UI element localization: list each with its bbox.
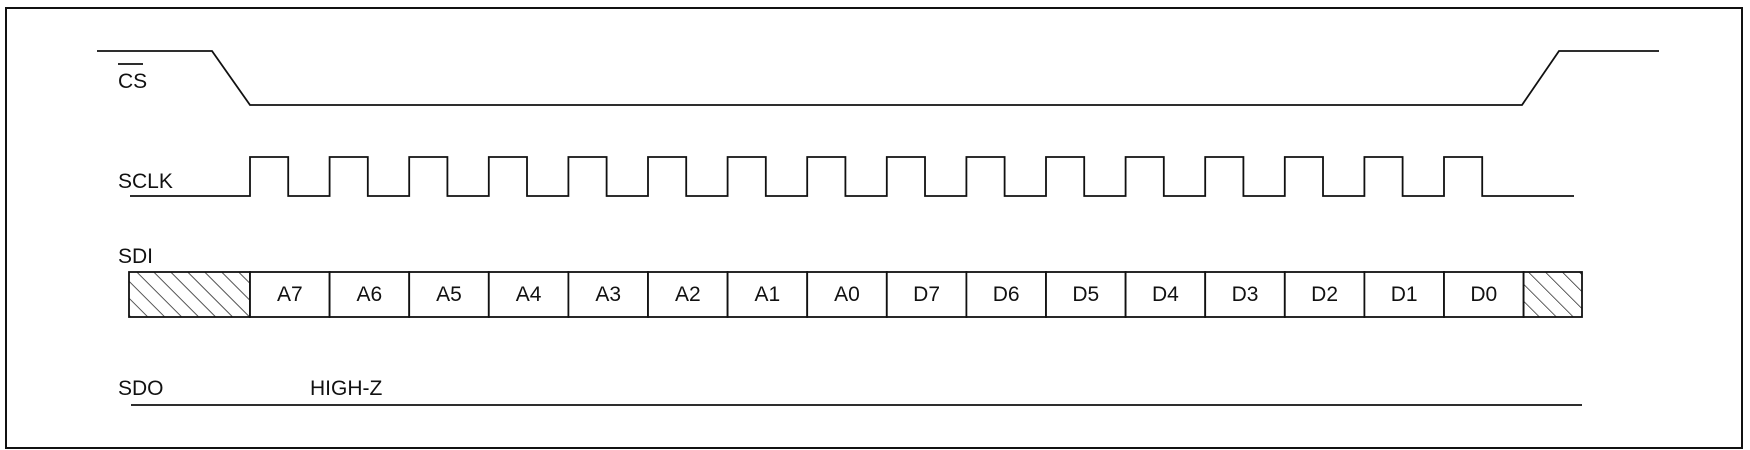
sdi-leading-hatch (128, 271, 251, 318)
sdi-bit-label-d1: D1 (1391, 283, 1418, 306)
sdi-bit-cell-d3 (1204, 271, 1286, 318)
sdi-bit-cell-d7 (885, 271, 968, 318)
sdi-bit-cell-d1 (1363, 271, 1445, 318)
sdi-bit-label-a0: A0 (834, 283, 860, 306)
sdi-bit-label-d6: D6 (993, 283, 1020, 306)
sdi-bit-label-a7: A7 (277, 283, 303, 306)
cs-waveform (97, 50, 1659, 106)
sdi-bit-cell-d6 (965, 271, 1047, 318)
sdi-bit-label-d5: D5 (1072, 283, 1099, 306)
sdi-bit-label-d4: D4 (1152, 283, 1179, 306)
sdo-label: SDO (118, 377, 164, 400)
sclk-waveform (130, 156, 1574, 197)
sclk-label: SCLK (118, 170, 173, 193)
sdi-bit-cell-d0 (1443, 271, 1525, 318)
sdi-bit-label-a2: A2 (675, 283, 701, 306)
sdi-bitstream: A7 A6 A5 A4 A3 A2 A1 A0 D7 D6 D5 D4 D3 D2 D1 D0 (128, 271, 1583, 318)
sdi-bit-label-a1: A1 (755, 283, 781, 306)
sdi-bit-cell-a6 (328, 271, 411, 318)
sdi-bit-label-a3: A3 (595, 283, 621, 306)
sdi-bit-label-d3: D3 (1232, 283, 1259, 306)
sdo-state-label: HIGH-Z (310, 377, 382, 400)
sdi-bit-label-a4: A4 (516, 283, 542, 306)
sdi-label: SDI (118, 245, 153, 268)
sdi-trailing-hatch (1522, 271, 1583, 318)
sdi-bit-cell-d5 (1045, 271, 1127, 318)
sdi-bit-cell-a5 (408, 271, 490, 318)
sdi-bit-label-a6: A6 (357, 283, 383, 306)
cs-label: CS (118, 70, 147, 93)
sdi-bit-label-d2: D2 (1311, 283, 1338, 306)
sdi-bit-label-d7: D7 (913, 283, 940, 306)
sdi-bit-label-d0: D0 (1470, 283, 1497, 306)
sdi-bit-label-a5: A5 (436, 283, 462, 306)
sdi-bit-cell-d2 (1283, 271, 1366, 318)
diagram-frame (5, 7, 1743, 449)
